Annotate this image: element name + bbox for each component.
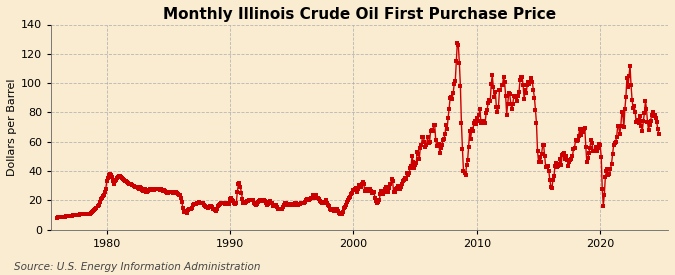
Title: Monthly Illinois Crude Oil First Purchase Price: Monthly Illinois Crude Oil First Purchas…: [163, 7, 556, 22]
Y-axis label: Dollars per Barrel: Dollars per Barrel: [7, 78, 17, 176]
Text: Source: U.S. Energy Information Administration: Source: U.S. Energy Information Administ…: [14, 262, 260, 272]
